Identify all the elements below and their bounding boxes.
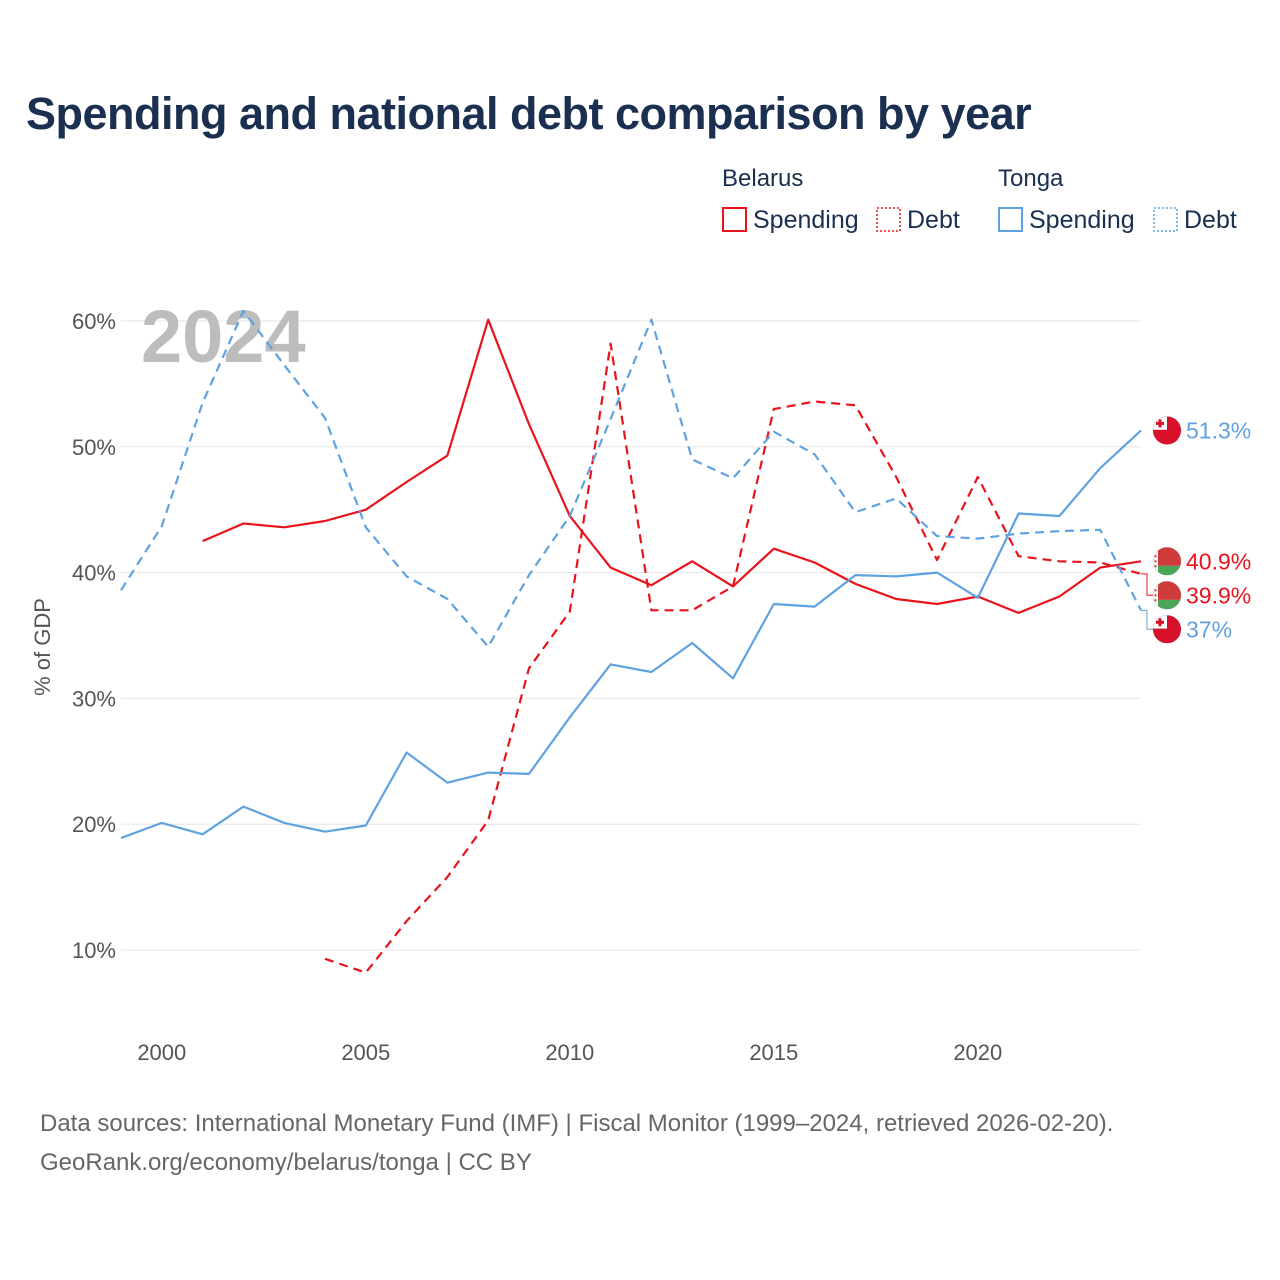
legend-label-belarus-debt: Debt	[907, 206, 960, 234]
belarus-flag-icon	[1152, 546, 1182, 576]
y-axis-title: % of GDP	[30, 598, 55, 696]
y-tick-label: 30%	[72, 686, 116, 711]
series-line-belarus-spending	[202, 318, 1142, 615]
end-label-belarus-spending: 40.9%	[1186, 548, 1251, 574]
end-label-tonga-spending: 51.3%	[1186, 417, 1251, 443]
x-axis-ticks: 2000 2005 2010 2015 2020	[137, 1040, 1002, 1065]
end-label-tonga-debt: 37%	[1186, 616, 1232, 642]
data-sources: Data sources: International Monetary Fun…	[40, 1110, 1114, 1137]
legend-swatch-tonga-spending	[998, 207, 1023, 232]
y-axis-ticks: 10% 20% 30% 40% 50% 60%	[72, 309, 116, 963]
tonga-flag-icon	[1152, 614, 1182, 644]
y-tick-label: 10%	[72, 938, 116, 963]
end-label-connector	[1141, 609, 1153, 630]
series-line-tonga-spending	[120, 429, 1142, 840]
legend-label-tonga-spending: Spending	[1029, 206, 1135, 234]
gridlines	[121, 320, 1141, 951]
legend-swatch-belarus-spending	[722, 207, 747, 232]
legend-swatch-tonga-debt	[1153, 207, 1178, 232]
y-tick-label: 20%	[72, 812, 116, 837]
legend-group-belarus: Belarus	[722, 165, 803, 192]
legend-swatch-belarus-debt	[876, 207, 901, 232]
y-tick-label: 40%	[72, 561, 116, 586]
year-watermark: 2024	[141, 295, 306, 378]
x-tick-label: 2000	[137, 1040, 186, 1065]
series-line-belarus-debt	[324, 342, 1142, 974]
x-tick-label: 2015	[749, 1040, 798, 1065]
belarus-flag-icon	[1152, 580, 1182, 610]
end-label-connector	[1141, 573, 1153, 596]
end-label-belarus-debt: 39.9%	[1186, 582, 1251, 608]
series-end-labels: 51.3% 40.9% 39.9% 37%	[1141, 415, 1251, 644]
y-tick-label: 60%	[72, 309, 116, 334]
attribution-link[interactable]: GeoRank.org/economy/belarus/tonga | CC B…	[40, 1149, 532, 1176]
tonga-flag-icon	[1152, 415, 1182, 445]
legend: Belarus Tonga Spending Debt Spending Deb…	[722, 165, 1237, 234]
legend-group-tonga: Tonga	[998, 165, 1064, 192]
footer: Data sources: International Monetary Fun…	[40, 1104, 1113, 1182]
x-tick-label: 2005	[341, 1040, 390, 1065]
x-tick-label: 2020	[953, 1040, 1002, 1065]
legend-label-tonga-debt: Debt	[1184, 206, 1237, 234]
chart-title: Spending and national debt comparison by…	[26, 88, 1032, 139]
x-tick-label: 2010	[545, 1040, 594, 1065]
legend-label-belarus-spending: Spending	[753, 206, 859, 234]
series-lines	[120, 309, 1142, 974]
y-tick-label: 50%	[72, 435, 116, 460]
